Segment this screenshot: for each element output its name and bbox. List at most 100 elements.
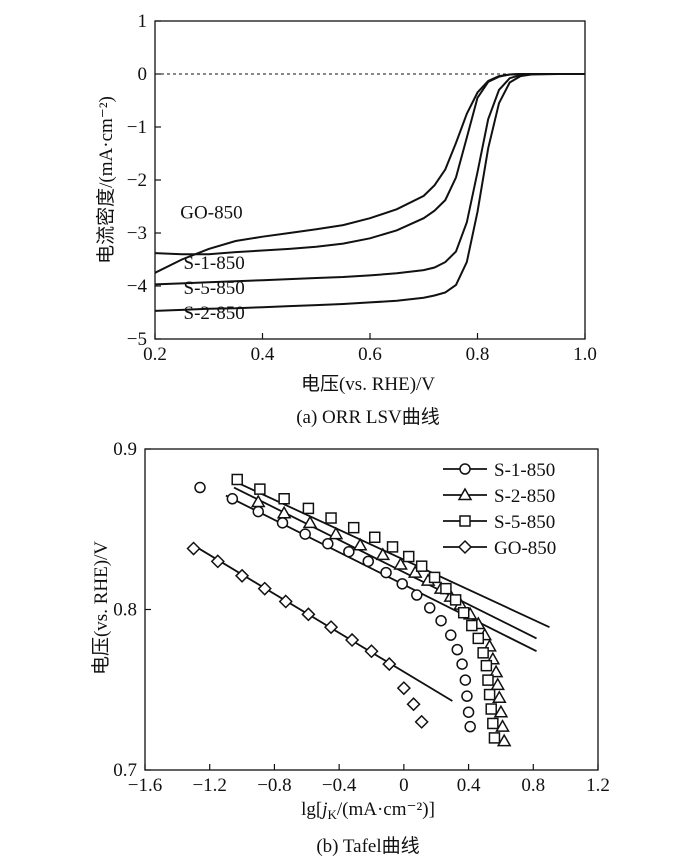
- chart-b-point-go-850: [396, 681, 411, 696]
- chart-b-point-s-1-850: [423, 602, 436, 614]
- chart-b-fit-line-go-850: [193, 544, 453, 702]
- chart-a-ytick-label: 0: [138, 64, 148, 85]
- chart-b-fit-line-s-2-850: [233, 486, 537, 640]
- chart-a-ylabel: 电流密度/(mA·cm⁻²): [95, 96, 117, 264]
- chart-a-ytick-label: −4: [127, 276, 148, 297]
- chart-b-point-go-850: [278, 594, 293, 609]
- chart-b-point-s-1-850: [445, 629, 457, 641]
- chart-b-ytick-label: 0.8: [113, 600, 137, 621]
- chart-b-point-s-5-850: [483, 688, 496, 701]
- chart-b-xtick-label: 0.8: [521, 775, 545, 796]
- chart-b-point-s-1-850: [226, 493, 239, 505]
- chart-a-xtick-label: 0.6: [358, 344, 382, 365]
- chart-b-point-s-2-850: [496, 733, 512, 747]
- chart-a-xlabel: 电压(vs. RHE)/V: [301, 373, 435, 395]
- chart-b-point-s-5-850: [402, 550, 415, 563]
- chart-a-label-s-2-850: S-2-850: [184, 303, 245, 324]
- chart-a-ytick-label: −3: [127, 223, 147, 244]
- chart-b-legend-marker-go-850: [457, 539, 473, 555]
- chart-b-point-s-2-850: [302, 515, 318, 529]
- chart-b-point-go-850: [323, 620, 339, 635]
- chart-a-ytick-label: −5: [127, 329, 147, 350]
- chart-b-point-s-1-850: [343, 545, 355, 558]
- chart-b-xtick-label: 0: [399, 775, 409, 796]
- chart-b-point-s-1-850: [362, 555, 375, 568]
- chart-b-point-s-1-850: [299, 528, 311, 540]
- chart-b-legend-label-s-5-850: S-5-850: [494, 512, 555, 533]
- chart-a-xtick-label: 0.2: [143, 344, 167, 365]
- chart-b-point-go-850: [235, 568, 250, 583]
- chart-b-point-s-1-850: [462, 706, 475, 718]
- chart-b-point-s-1-850: [380, 566, 392, 579]
- chart-b-point-go-850: [345, 632, 360, 648]
- chart-b-point-s-2-850: [375, 547, 391, 561]
- chart-b-point-s-5-850: [428, 571, 441, 584]
- chart-b-point-s-2-850: [492, 690, 507, 704]
- chart-b-point-s-5-850: [325, 512, 337, 524]
- chart-b-point-s-1-850: [276, 517, 289, 529]
- chart-b-point-s-1-850: [252, 505, 264, 518]
- chart-b-point-s-1-850: [464, 720, 476, 733]
- chart-b-point-s-1-850: [461, 690, 473, 702]
- chart-b-point-s-5-850: [368, 531, 381, 544]
- chart-b-point-go-850: [382, 657, 397, 672]
- chart-b-point-s-1-850: [456, 658, 468, 670]
- chart-b-point-go-850: [210, 554, 225, 569]
- chart-b-point-s-5-850: [231, 473, 243, 486]
- chart-a-xtick-label: 0.4: [251, 344, 275, 365]
- chart-a-series-go-850: [154, 73, 585, 274]
- chart-b-point-s-5-850: [480, 659, 493, 672]
- chart-b-point-s-5-850: [487, 717, 499, 730]
- chart-b-point-s-2-850: [393, 557, 408, 570]
- chart-b-point-s-5-850: [485, 703, 497, 715]
- chart-b-point-s-2-850: [490, 677, 505, 691]
- chart-b-point-s-5-850: [482, 674, 494, 686]
- chart-b-point-go-850: [414, 714, 429, 729]
- chart-b-fit-line-s-5-850: [233, 480, 550, 628]
- chart-b-ylabel: 电压(vs. RHE)/V: [90, 541, 112, 675]
- chart-b-point-s-2-850: [276, 505, 292, 519]
- chart-b-point-go-850: [406, 697, 421, 712]
- chart-b-point-s-2-850: [352, 537, 368, 551]
- chart-b-point-s-1-850: [459, 674, 472, 686]
- chart-b-point-s-2-850: [493, 704, 509, 718]
- chart-a-label-s-5-850: S-5-850: [184, 278, 245, 299]
- chart-b-point-go-850: [186, 541, 201, 556]
- chart-a-ytick-label: −2: [127, 170, 147, 191]
- chart-a-ytick-label: −1: [127, 117, 147, 138]
- chart-b-legend-marker-s-5-850: [459, 515, 471, 527]
- chart-a-label-s-1-850: S-1-850: [184, 253, 245, 274]
- chart-b-legend-marker-s-1-850: [459, 463, 471, 475]
- chart-b-legend-label-go-850: GO-850: [494, 538, 556, 559]
- chart-b-point-s-1-850: [322, 537, 334, 550]
- chart-b-point-s-5-850: [347, 521, 360, 534]
- chart-a-xtick-label: 0.8: [466, 344, 490, 365]
- chart-b-xtick-label: 1.2: [586, 775, 610, 796]
- chart-a-label-go-850: GO-850: [180, 203, 242, 224]
- chart-b-point-s-5-850: [440, 582, 452, 595]
- chart-b-point-s-5-850: [457, 606, 470, 619]
- chart-b-point-s-1-850: [411, 589, 423, 601]
- chart-b-point-s-1-850: [451, 643, 463, 656]
- chart-b-xlabel-suffix: /(mA·cm⁻²)]: [337, 799, 435, 820]
- chart-b-point-s-5-850: [477, 647, 489, 659]
- chart-b-legend-marker-s-2-850: [457, 487, 473, 501]
- chart-b-point-s-1-850: [435, 614, 447, 627]
- chart-b-point-s-5-850: [278, 493, 290, 505]
- chart-b-point-s-5-850: [415, 560, 428, 572]
- chart-b-point-s-5-850: [466, 619, 478, 632]
- chart-a-ytick-label: 1: [138, 11, 148, 32]
- chart-b-point-s-5-850: [449, 594, 462, 606]
- chart-a-caption: (a) ORR LSV曲线: [296, 406, 440, 428]
- chart-b-caption: (b) Tafel曲线: [316, 835, 419, 857]
- chart-b-point-go-850: [257, 581, 272, 596]
- chart-b-point-s-2-850: [250, 494, 266, 508]
- chart-a-series-s-1-850: [154, 73, 585, 256]
- chart-b-ytick-label: 0.9: [113, 439, 137, 460]
- chart-b-point-s-2-850: [495, 719, 510, 732]
- chart-b-point-s-5-850: [254, 483, 266, 495]
- chart-b-xtick-label: −0.8: [257, 775, 291, 796]
- chart-b-point-s-1-850: [396, 578, 408, 590]
- chart-b-xlabel-j: j: [319, 799, 327, 820]
